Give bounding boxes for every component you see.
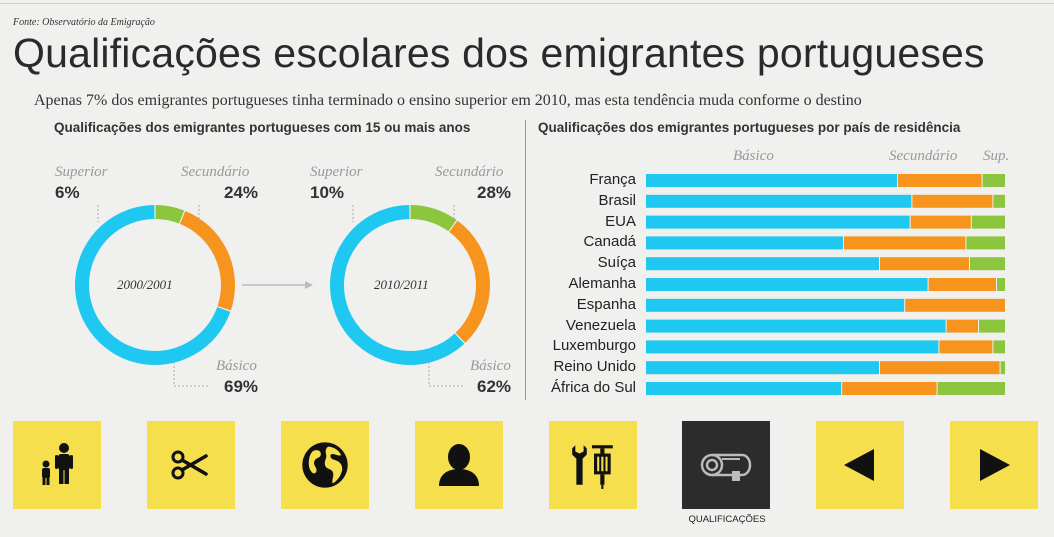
donut1-basico-label: Básico xyxy=(216,358,257,374)
donut2-secundario-value: 28% xyxy=(477,183,512,202)
country-label: Venezuela xyxy=(565,316,636,334)
donut2-segment-superior xyxy=(410,205,457,232)
bar-header-secundario: Secundário xyxy=(889,148,958,164)
country-label: Suíça xyxy=(597,254,636,272)
bar-básico-row-10 xyxy=(646,382,842,395)
person-icon xyxy=(439,444,479,486)
donut2-superior-value: 10% xyxy=(310,183,345,202)
country-label: França xyxy=(589,171,636,188)
bar-header-basico: Básico xyxy=(733,148,774,164)
nav-person-button[interactable] xyxy=(415,421,503,509)
bar-básico-row-7 xyxy=(646,319,946,333)
donut2-basico-value: 62% xyxy=(477,377,512,396)
country-label: Espanha xyxy=(576,295,636,313)
donut2-basico-label: Básico xyxy=(470,358,511,374)
donut-section-title: Qualificações dos emigrantes portugueses… xyxy=(54,120,471,135)
nav-family-button[interactable] xyxy=(13,421,101,509)
country-label: Brasil xyxy=(598,191,636,209)
bar-superior-row-4 xyxy=(970,257,1005,271)
bar-superior-row-7 xyxy=(979,319,1005,333)
bar-secundário-row-7 xyxy=(946,319,978,333)
diploma-icon xyxy=(700,453,752,481)
bar-secundário-row-9 xyxy=(880,361,1000,375)
country-label: África do Sul xyxy=(550,379,636,396)
donut1-basico-value: 69% xyxy=(224,377,259,396)
bar-básico-row-0 xyxy=(646,174,897,187)
donut1-secundario-label: Secundário xyxy=(181,164,250,180)
arrow-right-icon xyxy=(980,449,1010,481)
bar-básico-row-3 xyxy=(646,236,843,250)
bar-secundário-row-6 xyxy=(905,298,1005,312)
donut2-center-label: 2010/2011 xyxy=(374,277,429,292)
bar-superior-row-10 xyxy=(937,382,1005,395)
bar-secundário-row-2 xyxy=(910,215,971,229)
nav-scissors-button[interactable] xyxy=(147,421,235,509)
donut1-secundario-value: 24% xyxy=(224,183,259,202)
country-label: Canadá xyxy=(583,233,636,251)
nav-tools-button[interactable] xyxy=(549,421,637,509)
active-nav-caption: QUALIFICAÇÕES xyxy=(688,514,766,525)
bar-básico-row-2 xyxy=(646,215,910,229)
nav-qualificacoes-button[interactable] xyxy=(682,421,770,509)
globe-icon xyxy=(302,442,348,488)
bar-secundário-row-5 xyxy=(928,278,996,291)
nav-globe-button[interactable] xyxy=(281,421,369,509)
donut1-center-label: 2000/2001 xyxy=(117,277,173,292)
bar-secundário-row-3 xyxy=(844,236,966,250)
nav-next-button[interactable] xyxy=(950,421,1038,509)
donut1-segment-superior xyxy=(155,205,185,224)
bar-básico-row-8 xyxy=(646,340,939,354)
country-label: EUA xyxy=(605,212,636,230)
country-label: Luxemburgo xyxy=(552,337,636,355)
bar-superior-row-8 xyxy=(993,340,1005,354)
donut2-basico-leader xyxy=(428,362,465,387)
bar-superior-row-2 xyxy=(971,215,1005,229)
country-label: Reino Unido xyxy=(553,358,636,376)
family-icon xyxy=(42,443,73,485)
donut1-segment-secundário xyxy=(179,210,235,311)
section-divider xyxy=(525,120,526,400)
bar-superior-row-3 xyxy=(966,236,1005,250)
donut1-superior-label: Superior xyxy=(55,164,108,180)
donut2-secundario-label: Secundário xyxy=(435,164,504,180)
bar-básico-row-1 xyxy=(646,194,912,208)
bar-secundário-row-4 xyxy=(880,257,969,271)
arrow-left-icon xyxy=(844,449,874,481)
bar-secundário-row-1 xyxy=(912,194,993,208)
bar-superior-row-0 xyxy=(982,174,1005,187)
page-title: Qualificações escolares dos emigrantes p… xyxy=(13,30,985,76)
country-label: Alemanha xyxy=(568,275,636,292)
donut1-superior-value: 6% xyxy=(55,183,80,202)
donut1-basico-leader xyxy=(173,362,210,387)
donut2-segment-secundário xyxy=(449,220,490,343)
nav-prev-button[interactable] xyxy=(816,421,904,509)
bar-header-superior: Sup. xyxy=(983,148,1010,164)
bar-básico-row-4 xyxy=(646,257,879,271)
change-arrow xyxy=(242,281,313,289)
bar-básico-row-9 xyxy=(646,361,879,375)
bar-superior-row-9 xyxy=(1000,361,1005,375)
bar-secundário-row-0 xyxy=(898,174,982,187)
donut2-superior-label: Superior xyxy=(310,164,363,180)
bar-secundário-row-10 xyxy=(842,382,937,395)
bar-básico-row-6 xyxy=(646,298,905,312)
bar-section-title: Qualificações dos emigrantes portugueses… xyxy=(538,120,961,135)
scissors-icon xyxy=(171,450,208,480)
bar-secundário-row-8 xyxy=(939,340,993,354)
bar-superior-row-5 xyxy=(997,278,1005,291)
top-rule xyxy=(0,3,1054,4)
bar-básico-row-5 xyxy=(646,278,928,291)
bar-superior-row-1 xyxy=(993,194,1005,208)
tools-icon xyxy=(572,445,613,489)
page-subtitle: Apenas 7% dos emigrantes portugueses tin… xyxy=(34,92,862,109)
source-note: Fonte: Observatório da Emigração xyxy=(13,17,155,28)
